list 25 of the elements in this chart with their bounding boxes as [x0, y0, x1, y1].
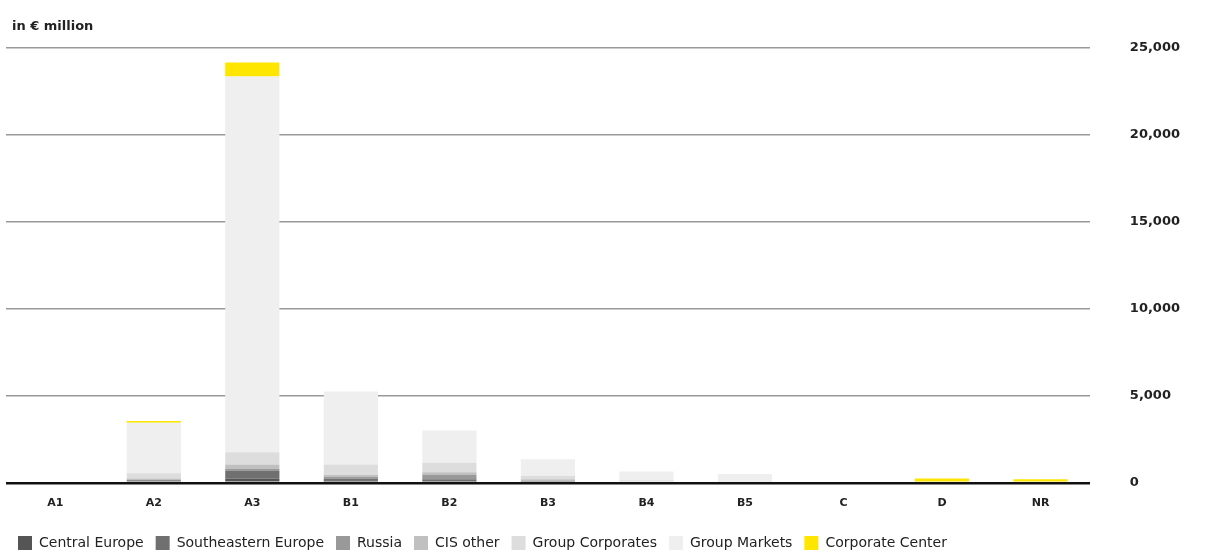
y-tick-label: 20,000 [1129, 126, 1181, 142]
x-tick-label: C [839, 496, 848, 510]
legend-label: CIS other [435, 533, 500, 550]
x-tick-label: B4 [638, 496, 655, 510]
x-tick-label: A3 [244, 496, 261, 510]
x-tick-label: D [937, 496, 947, 510]
y-tick-label: 10,000 [1129, 300, 1181, 316]
y-tick-label: 15,000 [1129, 213, 1181, 229]
y-axis-title: in € million [12, 18, 94, 33]
legend-label: Group Corporates [532, 533, 657, 550]
x-tick-label: B3 [539, 496, 556, 510]
y-tick-label: 0 [1129, 474, 1139, 490]
legend-label: Central Europe [39, 533, 144, 550]
x-tick-label: B1 [342, 496, 359, 510]
x-tick-label: B5 [736, 496, 753, 510]
y-tick-label: 5,000 [1129, 387, 1171, 403]
legend-label: Corporate Center [825, 533, 948, 550]
legend-label: Southeastern Europe [176, 533, 324, 550]
x-tick-label: B2 [441, 496, 458, 510]
x-tick-label: A2 [145, 496, 162, 510]
y-tick-label: 25,000 [1129, 39, 1181, 55]
legend-label: Russia [357, 533, 403, 550]
legend-label: Group Markets [689, 533, 793, 550]
x-tick-label: A1 [47, 496, 64, 510]
x-tick-label: NR [1031, 496, 1050, 510]
